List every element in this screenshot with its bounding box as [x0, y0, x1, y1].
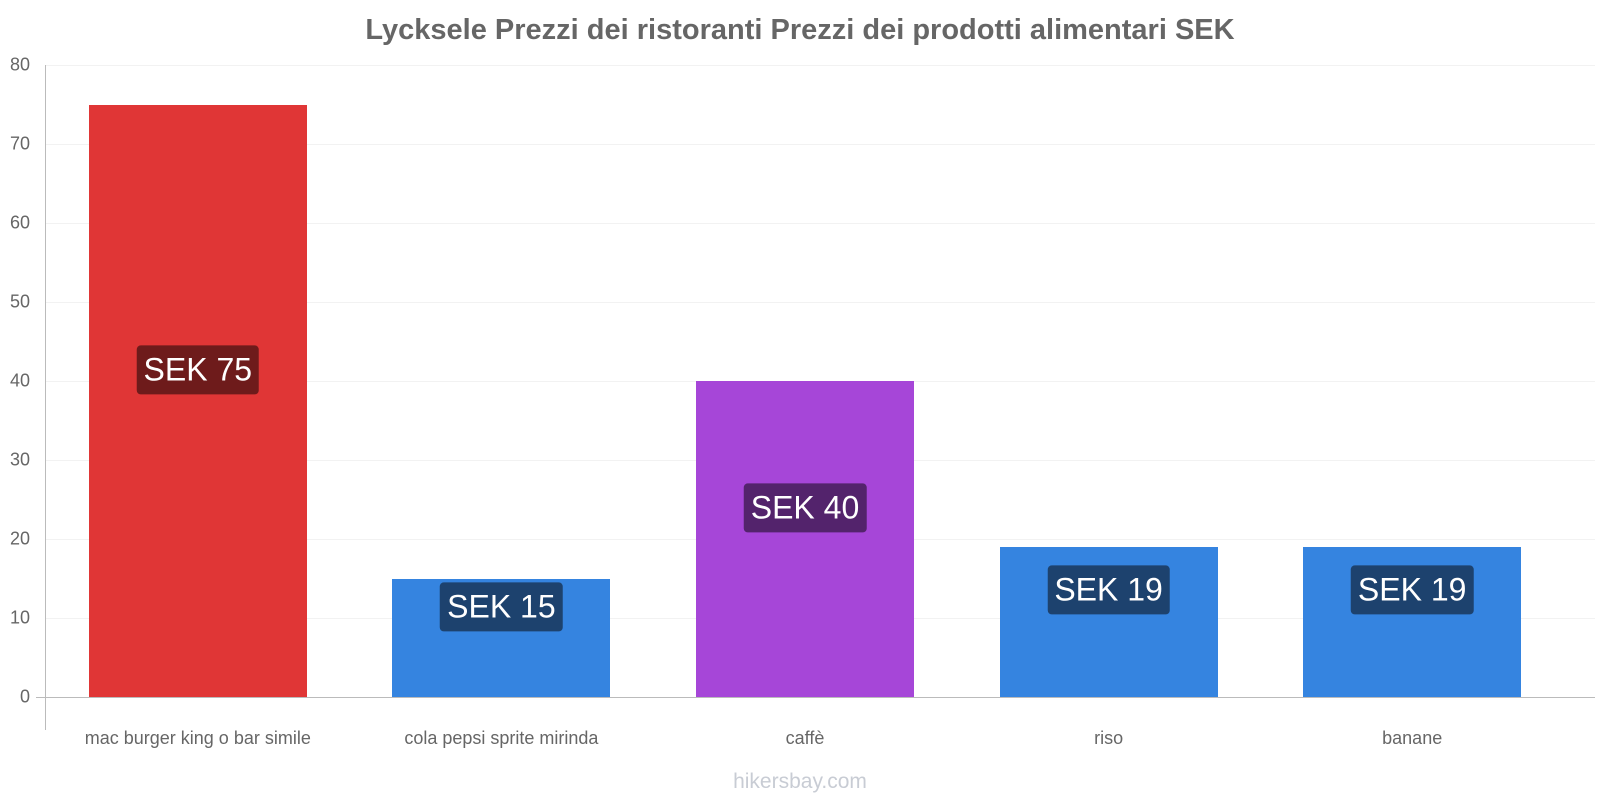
y-tick-label: 20	[9, 528, 30, 549]
value-label: SEK 40	[743, 483, 867, 533]
value-label: SEK 75	[136, 345, 260, 395]
x-tick-label: cola pepsi sprite mirinda	[404, 728, 599, 748]
gridline	[46, 65, 1595, 66]
y-tick-label: 10	[9, 607, 30, 628]
x-tick-label: riso	[1094, 728, 1124, 748]
bar[interactable]	[88, 104, 307, 697]
y-tick-label: 50	[9, 291, 30, 312]
y-tick-label: 30	[9, 449, 30, 470]
x-tick-label: caffè	[785, 728, 825, 748]
bar[interactable]	[696, 381, 914, 697]
y-axis	[45, 65, 46, 730]
watermark: hikersbay.com	[733, 770, 867, 793]
value-label: SEK 15	[440, 582, 563, 632]
gridline	[46, 144, 1595, 145]
chart-title: Lycksele Prezzi dei ristoranti Prezzi de…	[365, 14, 1235, 46]
x-tick-label: mac burger king o bar simile	[84, 728, 311, 748]
y-tick-label: 0	[19, 686, 30, 707]
value-label: SEK 19	[1350, 565, 1474, 615]
x-tick-label: banane	[1382, 728, 1443, 748]
x-axis	[36, 697, 1595, 698]
y-tick-label: 40	[9, 370, 30, 391]
gridline	[46, 302, 1595, 303]
gridline	[46, 223, 1595, 224]
value-label: SEK 19	[1047, 565, 1170, 615]
y-tick-label: 80	[9, 54, 30, 75]
y-tick-label: 60	[9, 212, 30, 233]
y-tick-label: 70	[9, 133, 30, 154]
